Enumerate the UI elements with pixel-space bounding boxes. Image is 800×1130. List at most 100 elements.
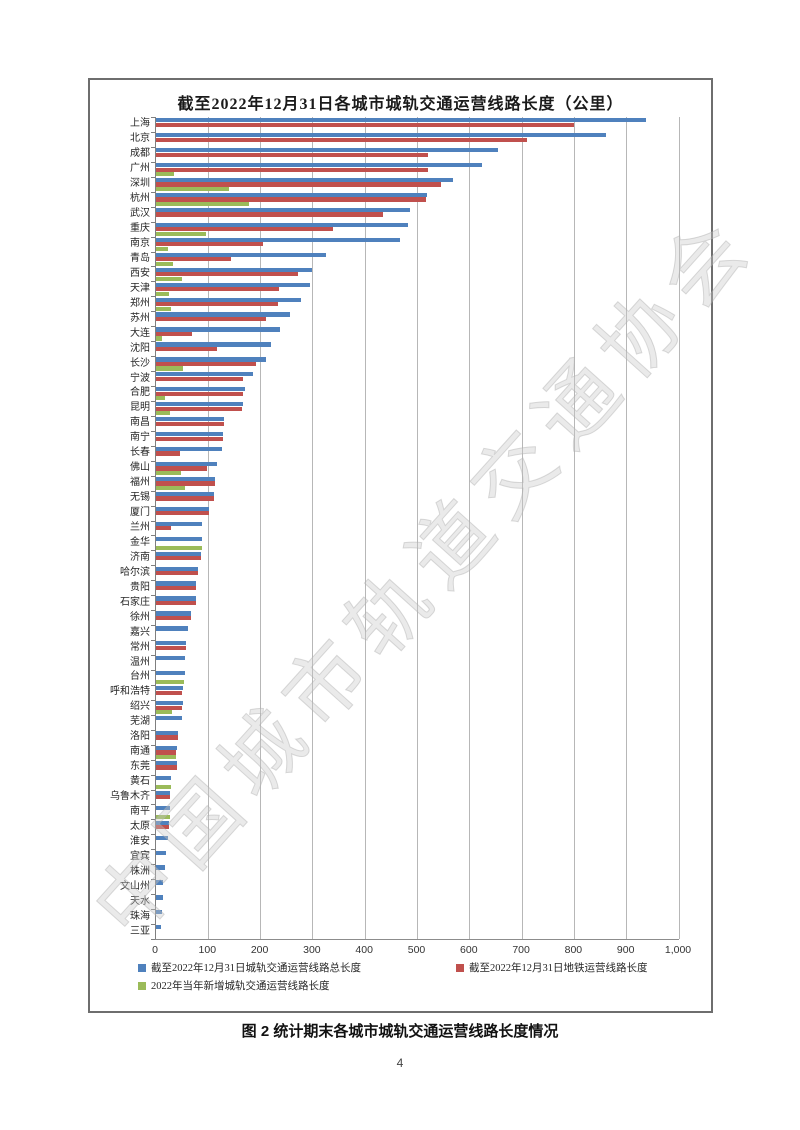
gridline — [260, 117, 262, 939]
category-tick — [151, 221, 155, 223]
category-label: 深圳 — [130, 178, 150, 190]
chart-row: 兰州 — [130, 521, 679, 536]
category-tick — [151, 430, 155, 432]
chart-row: 合肥 — [130, 386, 679, 401]
bar-total — [156, 387, 245, 392]
bar-metro — [156, 615, 192, 621]
bar-new — [156, 784, 171, 789]
category-tick — [151, 789, 155, 791]
bar-total — [156, 835, 168, 840]
bar-metro — [156, 421, 224, 426]
chart-row: 芜湖 — [130, 715, 679, 730]
category-tick — [151, 311, 155, 313]
bar-total — [156, 850, 167, 855]
bar-total — [156, 611, 192, 616]
bar-total — [156, 177, 453, 183]
x-tick-label: 900 — [616, 944, 635, 956]
bar-metro — [156, 361, 257, 366]
category-label: 苏州 — [130, 312, 150, 324]
gridline — [312, 117, 314, 939]
category-label: 西安 — [130, 267, 150, 279]
bar-metro — [156, 466, 207, 471]
bar-metro — [156, 122, 575, 127]
category-label: 金华 — [130, 536, 150, 548]
category-tick — [151, 117, 155, 118]
category-tick — [151, 296, 155, 298]
bar-total — [156, 641, 187, 646]
chart-row: 徐州 — [130, 610, 679, 625]
bar-total — [156, 148, 498, 153]
plot-area: 上海 北京 成都 广州 深圳 杭州 武汉 重庆 南京 青岛 西安 天津 郑州 苏州 大连 沈阳 长沙 宁波 合肥 昆明… — [110, 117, 680, 940]
category-label: 台州 — [130, 671, 150, 683]
category-tick — [151, 206, 155, 208]
category-label: 南京 — [130, 238, 150, 250]
bar-metro — [156, 316, 266, 322]
bar-total — [156, 686, 184, 691]
chart-row: 温州 — [130, 655, 679, 670]
category-label: 青岛 — [130, 252, 150, 264]
category-tick — [151, 520, 155, 522]
gridline — [573, 117, 575, 939]
category-tick — [151, 744, 155, 746]
bar-metro — [156, 406, 243, 411]
category-label: 武汉 — [130, 208, 150, 220]
category-tick — [151, 939, 155, 940]
bar-new — [156, 336, 162, 341]
chart-row: 南京 — [130, 237, 679, 252]
chart-row: 长沙 — [130, 356, 679, 371]
bar-total — [156, 865, 165, 870]
legend-swatch-total-icon — [138, 963, 146, 972]
category-tick — [151, 729, 155, 731]
category-label: 北京 — [130, 133, 150, 145]
bar-new — [156, 291, 169, 296]
legend-label-total: 截至2022年12月31日城轨交通运营线路总长度 — [151, 963, 361, 974]
chart-row: 黄石 — [130, 775, 679, 790]
category-label: 昆明 — [130, 402, 150, 414]
category-tick — [151, 595, 155, 597]
bar-metro — [156, 690, 183, 695]
x-tick-label: 500 — [407, 944, 426, 956]
category-label: 南昌 — [130, 417, 150, 429]
bar-total — [156, 820, 169, 825]
category-label: 宁波 — [130, 372, 150, 384]
bar-total — [156, 581, 196, 586]
bar-metro — [156, 331, 192, 337]
category-label: 佛山 — [130, 462, 150, 474]
chart-row: 武汉 — [130, 207, 679, 222]
chart-row: 长春 — [130, 446, 679, 461]
category-tick — [151, 281, 155, 283]
legend-swatch-new-icon — [138, 981, 146, 990]
bar-total — [156, 910, 162, 915]
chart-row: 文山州 — [120, 879, 679, 894]
chart-row: 西安 — [130, 266, 679, 281]
bar-total — [156, 596, 196, 601]
bar-total — [156, 716, 182, 721]
chart-title: 截至2022年12月31日各城市城轨交通运营线路长度（公里） — [177, 96, 624, 113]
bar-total — [156, 775, 171, 780]
category-tick — [151, 819, 155, 821]
bar-total — [156, 118, 647, 123]
chart-row: 石家庄 — [120, 595, 679, 610]
bar-total — [156, 327, 281, 332]
category-label: 哈尔滨 — [120, 566, 150, 578]
gridline — [417, 117, 418, 939]
page-number: 4 — [396, 1056, 404, 1070]
category-label: 株洲 — [130, 865, 150, 877]
bar-metro — [156, 496, 215, 501]
category-label: 芜湖 — [130, 716, 150, 728]
bar-metro — [156, 795, 171, 800]
category-tick — [151, 655, 155, 657]
bar-metro — [156, 556, 201, 561]
bar-total — [156, 521, 203, 526]
chart-row: 南平 — [130, 804, 679, 819]
category-tick — [151, 565, 155, 567]
bar-total — [156, 790, 171, 795]
category-tick — [151, 475, 155, 477]
category-tick — [151, 909, 155, 911]
chart-row: 昆明 — [130, 401, 679, 416]
chart-row: 株洲 — [130, 864, 679, 879]
chart-row: 东莞 — [130, 760, 679, 775]
bar-new — [156, 411, 171, 416]
category-label: 黄石 — [130, 776, 150, 788]
category-label: 广州 — [130, 163, 150, 175]
